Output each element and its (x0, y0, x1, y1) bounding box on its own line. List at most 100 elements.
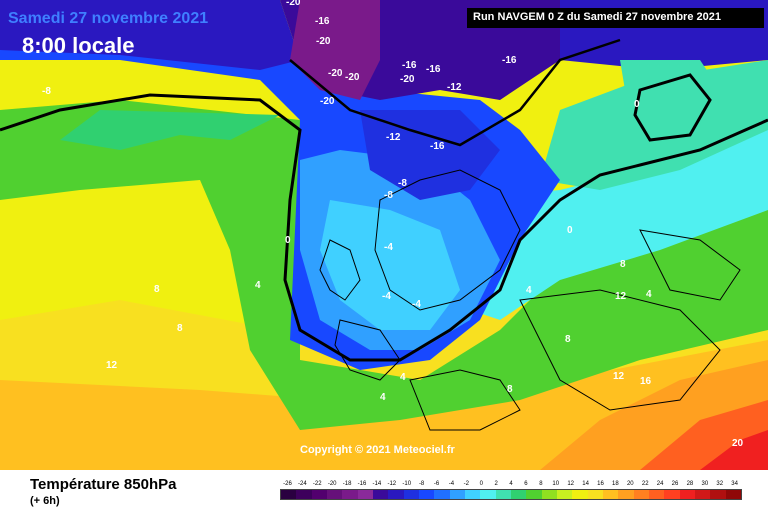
map-label: -8 (398, 178, 407, 189)
map-label: 16 (640, 376, 652, 387)
footer-panel: Température 850hPa (+ 6h) -26 -24 -22 -20 -1… (0, 470, 768, 512)
scale-color-bar (280, 489, 742, 500)
map-label: -12 (386, 132, 401, 143)
scale-color-swatch (541, 490, 557, 499)
map-label: -4 (382, 291, 391, 302)
map-label: 4 (646, 289, 652, 300)
scale-tick-label: -8 (418, 481, 425, 487)
map-label: 0 (285, 235, 291, 246)
copyright-notice: Copyright © 2021 Meteociel.fr (300, 444, 455, 456)
forecast-date: Samedi 27 novembre 2021 (8, 10, 209, 27)
map-label: 8 (177, 323, 183, 334)
scale-tick-labels: -26 -24 -22 -20 -18 -16 -14 -12 -10 -8 -6 -4 -2 0 2 4 6 8… (280, 480, 742, 488)
scale-color-swatch (342, 490, 358, 499)
scale-color-swatch (403, 490, 419, 499)
scale-color-swatch (326, 490, 343, 499)
map-label: -20 (286, 0, 301, 8)
scale-tick-label: -4 (448, 481, 455, 487)
map-label: 4 (255, 280, 261, 291)
parameter-title: Température 850hPa (30, 476, 177, 493)
scale-tick-label: 10 (552, 481, 560, 487)
scale-tick-label: 32 (716, 481, 724, 487)
map-label: 20 (732, 438, 744, 449)
map-label: -16 (426, 64, 441, 75)
scale-tick-label: 12 (567, 481, 575, 487)
map-label: -8 (42, 86, 51, 97)
map-label: -16 (315, 16, 330, 27)
scale-color-swatch (679, 490, 695, 499)
scale-color-swatch (664, 490, 680, 499)
map-label: 12 (106, 360, 118, 371)
map-label: -16 (502, 55, 517, 66)
map-label: 0 (634, 99, 640, 110)
scale-tick-label: 26 (671, 481, 679, 487)
map-label: -16 (430, 141, 445, 152)
scale-color-swatch (480, 490, 496, 499)
scale-color-swatch (587, 490, 603, 499)
model-run-text: Run NAVGEM 0 Z du Samedi 27 novembre 202… (473, 11, 721, 23)
scale-color-swatch (526, 490, 542, 499)
map-label: -20 (320, 96, 335, 107)
scale-tick-label: 24 (656, 481, 664, 487)
scale-tick-label: 6 (524, 481, 528, 487)
forecast-time: 8:00 locale (22, 33, 135, 58)
scale-tick-label: 22 (641, 481, 649, 487)
scale-color-swatch (311, 490, 327, 499)
scale-color-swatch (372, 490, 389, 499)
scale-color-swatch (357, 490, 373, 499)
scale-color-swatch (434, 490, 450, 499)
map-label: -16 (402, 60, 417, 71)
scale-tick-label: 34 (731, 481, 738, 487)
scale-tick-label: -16 (357, 481, 367, 487)
scale-tick-label: 18 (612, 481, 619, 487)
scale-tick-label: 8 (539, 481, 543, 487)
map-label: 8 (620, 259, 626, 270)
map-label: 12 (613, 371, 625, 382)
scale-tick-label: -2 (463, 481, 469, 487)
map-label: -12 (447, 82, 462, 93)
color-scale-legend: -26 -24 -22 -20 -18 -16 -14 -12 -10 -8 -6 -4 -2 0 2 4 6 8… (280, 480, 742, 500)
map-label: 8 (565, 334, 571, 345)
scale-tick-label: 0 (479, 481, 483, 487)
scale-color-swatch (648, 490, 665, 499)
scale-tick-label: -26 (283, 481, 292, 487)
scale-tick-label: -14 (372, 481, 382, 487)
map-label: -20 (328, 68, 343, 79)
map-label: 12 (615, 291, 627, 302)
scale-tick-label: -22 (312, 481, 322, 487)
scale-color-swatch (418, 490, 435, 499)
scale-tick-label: -12 (387, 481, 397, 487)
map-label: 8 (154, 284, 160, 295)
scale-tick-label: 2 (494, 481, 498, 487)
scale-tick-label: -10 (402, 481, 412, 487)
scale-color-swatch (618, 490, 634, 499)
scale-color-swatch (572, 490, 588, 499)
scale-tick-label: -6 (433, 481, 440, 487)
scale-tick-label: 30 (701, 481, 709, 487)
scale-color-swatch (296, 490, 312, 499)
map-label: -8 (384, 190, 393, 201)
scale-color-swatch (281, 490, 297, 499)
scale-color-swatch (725, 490, 741, 499)
scale-color-swatch (633, 490, 649, 499)
scale-color-swatch (556, 490, 573, 499)
scale-tick-label: 4 (509, 481, 513, 487)
map-label: -20 (400, 74, 415, 85)
scale-color-swatch (495, 490, 511, 499)
scale-tick-label: 28 (686, 481, 694, 487)
map-label: 8 (507, 384, 513, 395)
map-label: 4 (380, 392, 386, 403)
scale-color-swatch (710, 490, 726, 499)
scale-color-swatch (510, 490, 527, 499)
scale-tick-label: -18 (342, 481, 352, 487)
temperature-map: -20 -16 -20 -20 -20 -20 -16 -16 -20 -16 … (0, 0, 768, 470)
map-label: -4 (384, 242, 393, 253)
map-label: -4 (412, 299, 421, 310)
lead-time: (+ 6h) (30, 495, 60, 507)
scale-tick-label: 16 (597, 481, 604, 487)
scale-tick-label: 20 (626, 481, 634, 487)
scale-color-swatch (694, 490, 711, 499)
scale-color-swatch (388, 490, 404, 499)
map-label: 0 (567, 225, 573, 236)
scale-color-swatch (449, 490, 465, 499)
